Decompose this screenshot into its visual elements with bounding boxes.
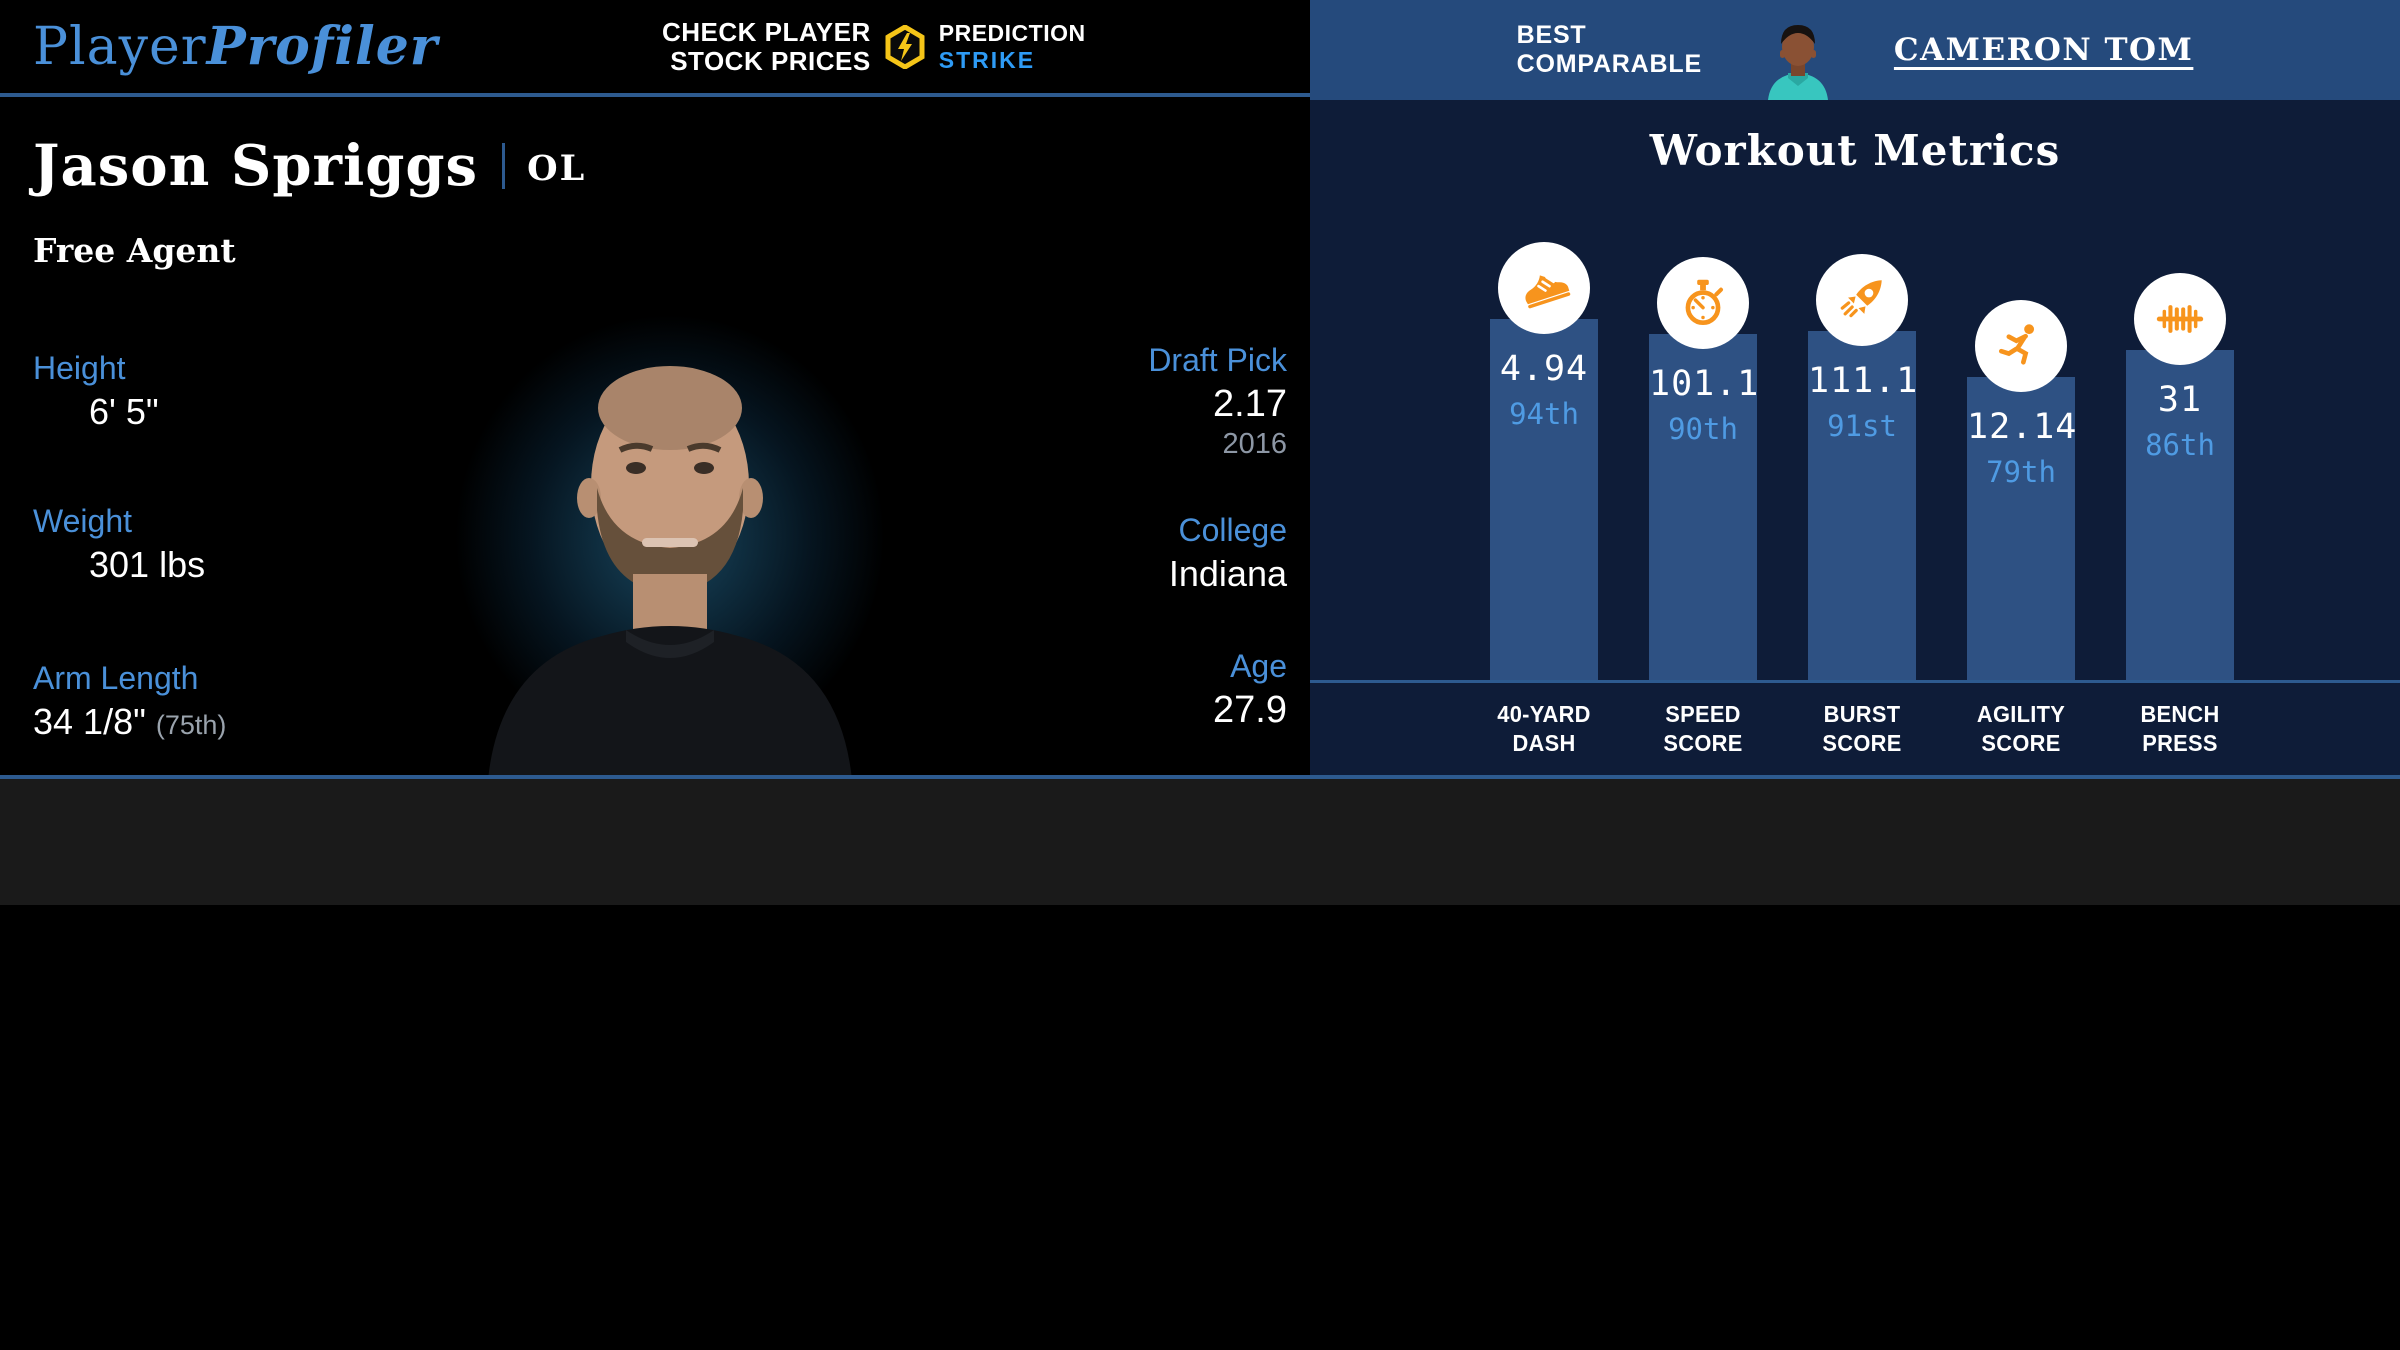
runner-icon [1998, 324, 2035, 365]
metric-value: 101.1 [1649, 364, 1760, 404]
workout-metrics-chart: 4.94 94th 40-YARD DASH 101.1 90th SPEED SCORE… [1310, 100, 2400, 775]
stopwatch-icon [1685, 279, 1724, 326]
metric-axis-label: BURST SCORE [1822, 701, 1902, 757]
metric-value: 12.14 [1967, 407, 2078, 447]
metric-bar: 12.14 79th [1967, 377, 2078, 680]
metric-icon-badge [1657, 257, 1749, 349]
comparable-player-photo [1767, 25, 1828, 100]
comparable-player-link[interactable]: CAMERON TOM [1893, 32, 2194, 68]
stat-college: College Indiana [1168, 512, 1287, 594]
shoe-icon [1525, 275, 1571, 309]
metric-percentile: 86th [2145, 428, 2215, 462]
top-header: Player Profiler CHECK PLAYER STOCK PRICES… [0, 0, 1310, 93]
predictionstrike-promo-banner[interactable]: CHECK PLAYER STOCK PRICES PREDICTION STR… [662, 0, 1086, 93]
metric-icon-badge [1975, 300, 2067, 392]
player-name: Jason Spriggs [33, 133, 479, 199]
metric-icon-badge [1816, 254, 1908, 346]
player-summary-panel: Jason Spriggs OL Free Agent Height 6' 5"… [0, 97, 1310, 775]
metric-axis-label: SPEED SCORE [1663, 701, 1743, 757]
section-divider-line [0, 775, 2400, 779]
logo-player-text: Player [33, 16, 207, 77]
metric-bar: 111.1 91st [1808, 331, 1919, 680]
metric-axis-label: AGILITY SCORE [1976, 701, 2066, 757]
lower-band [0, 779, 2400, 905]
metric-bar: 101.1 90th [1649, 334, 1760, 680]
promo-text: CHECK PLAYER STOCK PRICES [662, 16, 871, 76]
draft-year: 2016 [1222, 428, 1287, 460]
metric-value: 111.1 [1808, 361, 1919, 401]
metric-icon-badge [1498, 242, 1590, 334]
metric-bar: 31 86th [2126, 350, 2234, 680]
metric-value: 31 [2157, 380, 2203, 420]
barbell-icon [2156, 305, 2204, 333]
metric-value: 4.94 [1499, 349, 1589, 389]
best-comparable-bar: BEST COMPARABLE CAMERON TOM [1310, 0, 2400, 100]
metric-percentile: 90th [1668, 412, 1738, 446]
comparable-player-avatar[interactable] [1752, 16, 1844, 100]
predictionstrike-hexagon-icon [885, 24, 925, 69]
metric-percentile: 91st [1827, 409, 1897, 443]
header-divider-line [0, 93, 1310, 97]
chart-baseline [1310, 680, 2400, 683]
brand-strike: STRIKE [938, 46, 1036, 73]
promo-brand: PREDICTION STRIKE [939, 20, 1086, 74]
player-name-row: Jason Spriggs OL [33, 133, 586, 199]
metric-axis-label: 40-YARD DASH [1497, 701, 1591, 757]
brand-prediction: PREDICTION [938, 19, 1086, 46]
metric-bar: 4.94 94th [1490, 319, 1598, 680]
metric-axis-label: BENCH PRESS [2140, 701, 2220, 757]
player-position: OL [527, 147, 587, 189]
logo-profiler-text: Profiler [206, 16, 439, 77]
best-comparable-label: BEST COMPARABLE [1516, 20, 1702, 79]
rocket-icon [1840, 280, 1882, 318]
stat-arm-length: Arm Length 34 1/8" (75th) [33, 660, 227, 742]
player-team: Free Agent [33, 231, 236, 270]
stat-draft-pick: Draft Pick 2.17 2016 [1148, 342, 1287, 460]
player-photo [430, 330, 910, 775]
metric-icon-badge [2134, 273, 2226, 365]
stat-age: Age 27.9 [1213, 648, 1287, 731]
name-position-divider [502, 143, 506, 189]
metric-percentile: 79th [1986, 455, 2056, 489]
arm-length-percentile: (75th) [155, 710, 227, 740]
workout-metrics-panel: Workout Metrics 4.94 94th 40-YARD DASH 101.… [1310, 100, 2400, 775]
stat-height: Height 6' 5" [33, 350, 159, 432]
workout-metrics-title: Workout Metrics [1649, 126, 2061, 175]
stat-weight: Weight 301 lbs [33, 503, 206, 585]
playerprofiler-logo[interactable]: Player Profiler [33, 0, 438, 93]
metric-percentile: 94th [1509, 397, 1579, 431]
